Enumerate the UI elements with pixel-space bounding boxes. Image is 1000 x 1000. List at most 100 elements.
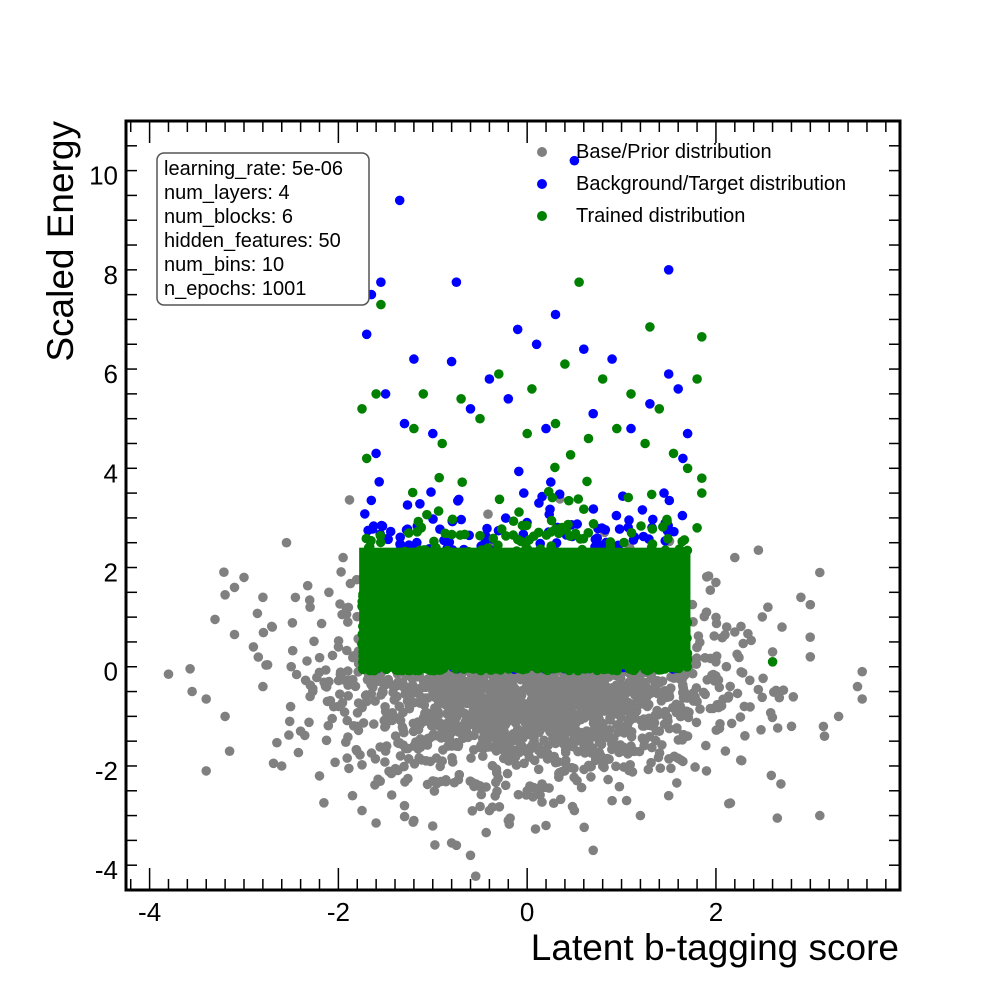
base-cloud-point	[387, 715, 397, 726]
base-cloud-point	[690, 762, 700, 772]
base-cloud-point	[533, 726, 544, 737]
base-cloud-point	[538, 681, 549, 692]
base-cloud-point	[679, 686, 689, 696]
base-cloud-point	[560, 747, 571, 758]
base-cloud-point	[497, 740, 508, 750]
base-cloud-point	[512, 745, 522, 756]
base-cloud-point	[561, 703, 571, 714]
target-cloud-point	[395, 532, 406, 543]
target-cloud-point	[677, 510, 688, 521]
base-cloud-point	[735, 712, 746, 722]
base-cloud-point	[393, 738, 403, 748]
base-cloud-point	[453, 741, 464, 752]
base-cloud-point	[481, 827, 492, 838]
base-cloud-point	[562, 738, 573, 748]
base-cloud-point	[529, 736, 539, 746]
base-cloud-point	[476, 740, 487, 750]
base-cloud-point	[714, 682, 725, 693]
base-cloud-point	[588, 709, 599, 720]
base-cloud-point	[443, 717, 454, 727]
target-cloud-point	[456, 514, 467, 525]
base-cloud-point	[335, 689, 345, 699]
base-cloud-point	[611, 761, 621, 772]
base-cloud-point	[513, 789, 524, 800]
base-cloud-point	[544, 783, 554, 793]
target-cloud-point	[402, 500, 413, 510]
trained-cloud-point	[626, 528, 637, 538]
base-cloud-point	[619, 681, 629, 691]
base-cloud-point	[528, 718, 539, 729]
base-cloud-point	[570, 724, 581, 735]
target-cloud-point	[600, 525, 611, 535]
base-cloud-point	[431, 730, 441, 741]
base-cloud-point	[732, 688, 743, 699]
base-cloud-point	[639, 736, 650, 747]
base-cloud-point	[343, 680, 353, 690]
base-cloud-point	[375, 676, 385, 687]
base-cloud-point	[323, 720, 334, 731]
base-cloud-point	[512, 732, 523, 742]
target-cloud-point	[454, 494, 464, 505]
base-cloud-point	[469, 685, 480, 696]
base-cloud-point	[511, 760, 522, 770]
base-cloud-point	[709, 631, 719, 641]
base-cloud-point	[772, 723, 783, 733]
base-cloud-point	[621, 795, 632, 806]
base-cloud-point	[672, 778, 682, 788]
base-cloud-point	[647, 742, 657, 753]
base-cloud-point	[640, 685, 651, 695]
base-cloud-point	[369, 719, 379, 729]
base-cloud-point	[483, 509, 493, 519]
base-cloud-point	[486, 683, 496, 693]
base-cloud-point	[493, 680, 504, 691]
base-cloud-point	[339, 707, 350, 717]
base-cloud-point	[304, 595, 315, 605]
base-cloud-point	[399, 811, 410, 822]
base-cloud-point	[726, 718, 737, 729]
base-cloud-point	[355, 750, 365, 760]
base-cloud-point	[736, 621, 746, 632]
base-cloud-point	[695, 704, 705, 714]
target-cloud-point	[374, 477, 385, 487]
base-cloud-point	[404, 703, 415, 714]
base-cloud-point	[664, 723, 675, 734]
base-cloud-point	[210, 614, 220, 625]
base-cloud-point	[708, 703, 718, 714]
base-cloud-point	[713, 675, 724, 685]
base-cloud-point	[485, 725, 495, 735]
base-cloud-point	[586, 772, 596, 782]
trained-cloud-point	[508, 516, 519, 526]
base-cloud-point	[603, 774, 613, 785]
target-cloud-point	[415, 499, 425, 509]
base-cloud-point	[757, 612, 768, 622]
base-cloud-point	[568, 688, 579, 698]
base-cloud-point	[757, 692, 767, 703]
base-cloud-point	[380, 757, 390, 767]
base-cloud-point	[573, 680, 583, 690]
base-cloud-point	[272, 737, 282, 748]
base-cloud-point	[725, 681, 735, 692]
base-cloud-point	[623, 717, 634, 728]
base-cloud-point	[219, 567, 229, 577]
target-cloud-point	[366, 495, 377, 506]
base-cloud-point	[394, 701, 405, 712]
base-cloud-point	[454, 769, 465, 780]
base-cloud-point	[646, 717, 657, 728]
target-cloud-point	[611, 510, 622, 521]
base-cloud-point	[461, 710, 471, 721]
base-cloud-point	[736, 755, 747, 766]
base-cloud-point	[330, 757, 340, 768]
base-cloud-point	[302, 656, 312, 666]
base-cloud-point	[284, 716, 295, 727]
base-cloud-point	[616, 712, 626, 723]
target-cloud-point	[360, 509, 370, 519]
base-cloud-point	[585, 682, 595, 693]
base-cloud-point	[410, 687, 421, 698]
base-cloud-point	[596, 739, 607, 750]
base-cloud-point	[522, 700, 532, 711]
base-cloud-point	[508, 684, 519, 694]
base-cloud-point	[403, 754, 414, 764]
base-cloud-point	[555, 794, 566, 805]
base-cloud-point	[441, 775, 451, 785]
base-cloud-point	[737, 668, 748, 678]
